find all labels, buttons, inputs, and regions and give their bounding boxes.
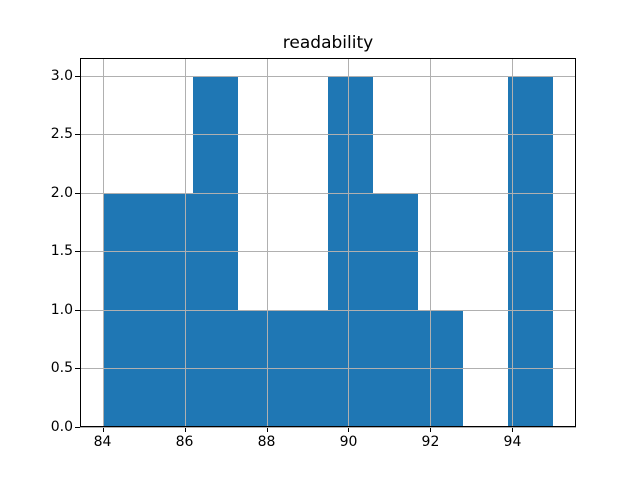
x-tick-mark [184, 427, 186, 432]
x-tick-mark [266, 427, 268, 432]
histogram-bar [282, 309, 328, 427]
y-gridline [80, 309, 576, 311]
y-tick-label: 0.5 [50, 360, 73, 377]
x-tick-label: 88 [257, 434, 276, 450]
x-tick-label: 92 [421, 434, 440, 450]
y-tick-label: 3.0 [50, 67, 73, 84]
grid-layer [80, 58, 576, 428]
x-gridline [348, 58, 350, 427]
y-tick-mark [75, 192, 80, 194]
histogram-bar [508, 75, 554, 427]
x-tick-mark [512, 427, 514, 432]
y-gridline [80, 134, 576, 136]
y-tick-label: 1.5 [50, 243, 73, 260]
x-tick-mark [430, 427, 432, 432]
y-tick-mark [75, 427, 80, 428]
x-tick-label: 84 [93, 434, 112, 450]
x-gridline [184, 58, 186, 427]
y-tick-mark [75, 75, 80, 77]
x-gridline [102, 58, 104, 427]
x-tick-label: 86 [175, 434, 194, 450]
y-tick-mark [75, 368, 80, 370]
histogram-bar [237, 309, 283, 427]
y-tick-mark [75, 134, 80, 136]
y-tick-mark [75, 309, 80, 311]
x-gridline [512, 58, 514, 427]
x-tick-mark [102, 427, 104, 432]
y-tick-label: 2.5 [50, 126, 73, 143]
histogram-bar [328, 75, 374, 427]
x-tick-label: 94 [503, 434, 522, 450]
chart-title: readability [282, 33, 374, 53]
y-tick-label: 1.0 [50, 301, 73, 318]
x-gridline [430, 58, 432, 427]
y-tick-label: 2.0 [50, 184, 73, 201]
x-tick-label: 90 [339, 434, 358, 450]
histogram-bar [192, 75, 238, 427]
y-gridline [80, 427, 576, 428]
x-tick-mark [348, 427, 350, 432]
y-tick-mark [75, 251, 80, 253]
y-gridline [80, 75, 576, 77]
x-gridline [266, 58, 268, 427]
y-tick-label: 0.0 [50, 419, 73, 435]
y-gridline [80, 251, 576, 253]
y-gridline [80, 192, 576, 194]
histogram-bar [418, 309, 464, 427]
y-gridline [80, 368, 576, 370]
plot-area [80, 58, 576, 428]
